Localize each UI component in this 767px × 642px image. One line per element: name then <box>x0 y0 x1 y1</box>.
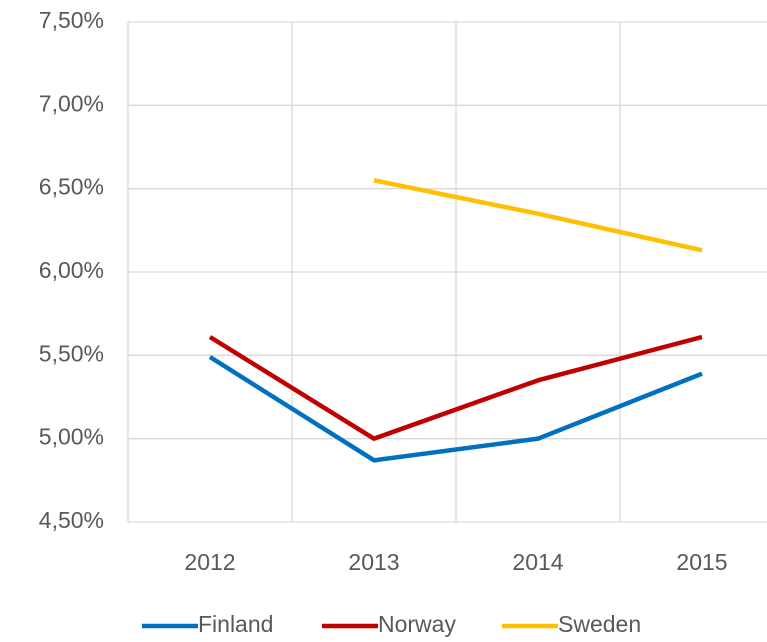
y-tick-label: 6,00% <box>39 257 104 283</box>
x-tick-label: 2013 <box>348 549 399 575</box>
x-tick-label: 2012 <box>184 549 235 575</box>
legend-label: Sweden <box>558 611 641 637</box>
legend-label: Norway <box>378 611 456 637</box>
series-line <box>373 178 703 253</box>
y-tick-label: 4,50% <box>39 507 104 533</box>
y-tick-label: 7,00% <box>39 90 104 116</box>
y-tick-label: 6,50% <box>39 174 104 200</box>
y-tick-label: 5,00% <box>39 424 104 450</box>
x-tick-label: 2015 <box>676 549 727 575</box>
y-tick-label: 5,50% <box>39 340 104 366</box>
series-line <box>208 355 703 463</box>
legend-label: Finland <box>198 611 273 637</box>
y-tick-label: 7,50% <box>39 7 104 33</box>
x-tick-label: 2014 <box>512 549 563 575</box>
series-line <box>208 334 703 441</box>
